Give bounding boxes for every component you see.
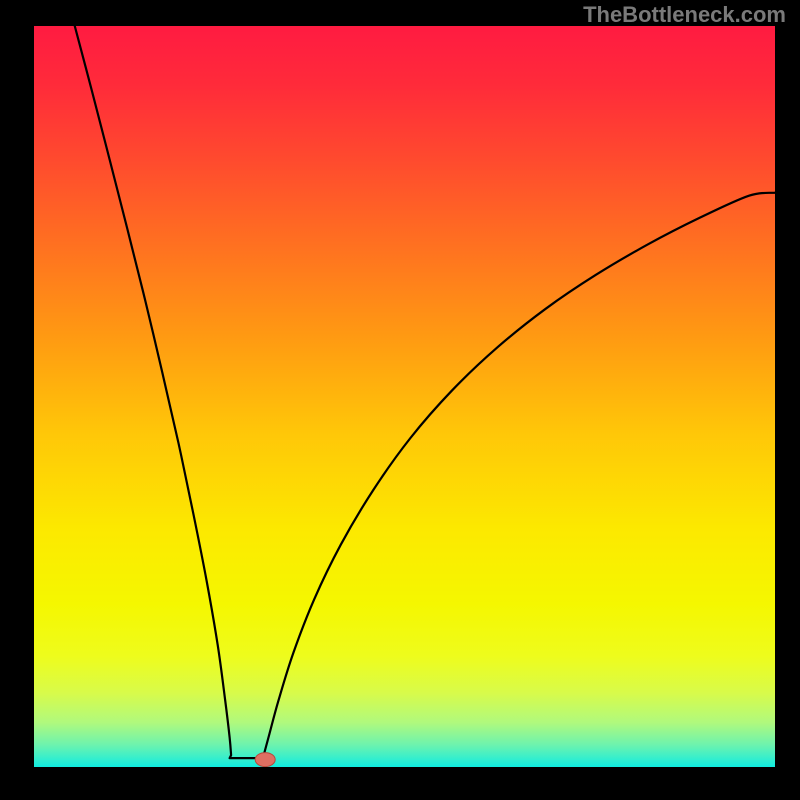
- optimal-marker: [255, 753, 275, 767]
- bottleneck-curve: [75, 26, 775, 758]
- curve-layer: [34, 26, 775, 767]
- watermark-text: TheBottleneck.com: [583, 2, 786, 28]
- plot-area: [34, 26, 775, 767]
- chart-container: TheBottleneck.com: [0, 0, 800, 800]
